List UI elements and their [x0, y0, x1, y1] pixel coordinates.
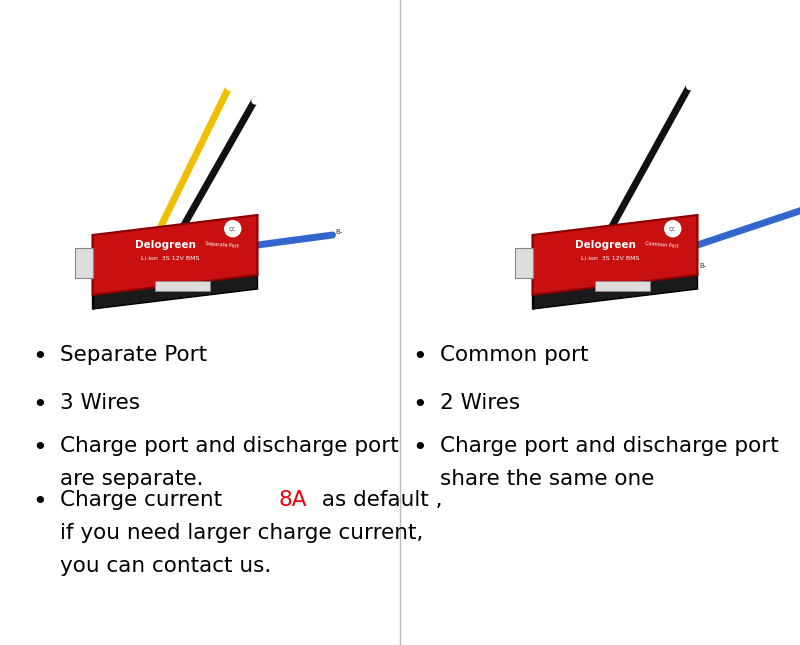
Text: Charge port and discharge port: Charge port and discharge port [60, 436, 398, 456]
Text: if you need larger charge current,: if you need larger charge current, [60, 523, 423, 543]
Text: 2 Wires: 2 Wires [440, 393, 520, 413]
Text: •: • [413, 345, 427, 369]
Text: •: • [33, 490, 47, 514]
Bar [595, 281, 650, 292]
Text: Li·ion  3S 12V BMS: Li·ion 3S 12V BMS [581, 255, 639, 261]
Text: as default ,: as default , [315, 490, 442, 510]
Bar [514, 248, 533, 277]
Text: B-: B- [699, 263, 706, 269]
Text: •: • [33, 436, 47, 460]
Text: Common Port: Common Port [645, 241, 679, 249]
Bar [155, 281, 210, 292]
Text: Separate Port: Separate Port [60, 345, 207, 365]
Text: you can contact us.: you can contact us. [60, 556, 271, 576]
Circle shape [665, 221, 681, 237]
Text: Charge port and discharge port: Charge port and discharge port [440, 436, 778, 456]
Text: Delogreen: Delogreen [574, 240, 635, 250]
Text: •: • [33, 393, 47, 417]
Text: Separate Port: Separate Port [205, 241, 239, 249]
Text: Li·ion  3S 12V BMS: Li·ion 3S 12V BMS [141, 255, 199, 261]
Text: 8A: 8A [278, 490, 306, 510]
Bar [74, 248, 93, 277]
Text: QC: QC [669, 226, 676, 232]
Text: P+: P+ [541, 226, 549, 232]
Text: •: • [413, 436, 427, 460]
Polygon shape [533, 215, 698, 295]
Text: •: • [413, 393, 427, 417]
Text: 3 Wires: 3 Wires [60, 393, 140, 413]
Text: Delogreen: Delogreen [134, 240, 195, 250]
Polygon shape [93, 215, 258, 295]
Circle shape [225, 221, 241, 237]
Text: •: • [33, 345, 47, 369]
Text: Charge current: Charge current [60, 490, 229, 510]
Text: Common port: Common port [440, 345, 589, 365]
Text: share the same one: share the same one [440, 469, 654, 489]
Polygon shape [533, 275, 698, 309]
Text: QC: QC [229, 226, 236, 232]
Text: are separate.: are separate. [60, 469, 203, 489]
Text: B-: B- [335, 229, 342, 235]
Polygon shape [93, 275, 258, 309]
